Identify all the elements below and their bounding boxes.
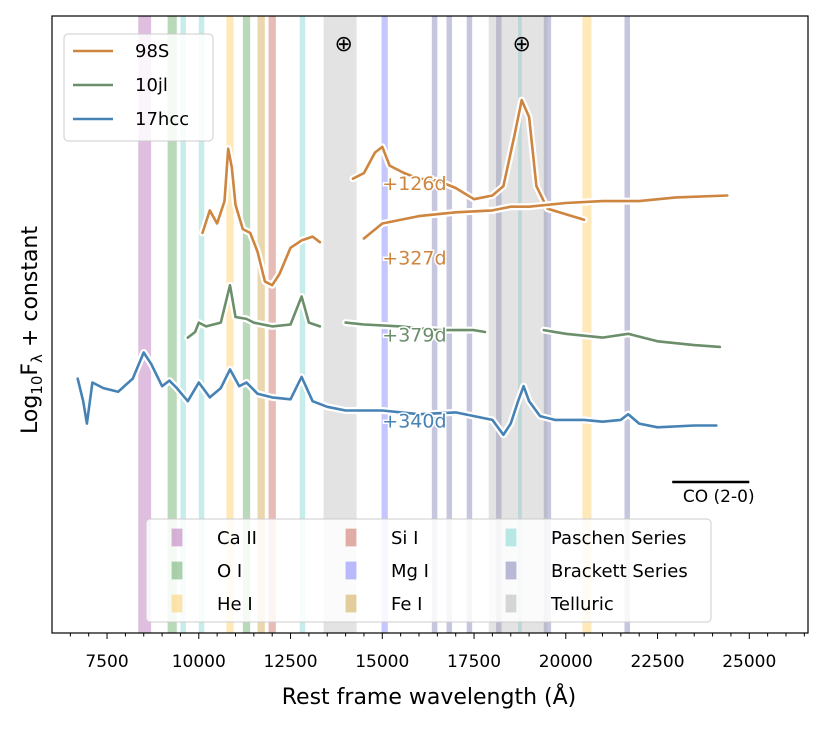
telluric-marker-0: ⊕ [335,32,353,57]
spectrum-17hcc-340d-0 [76,351,718,437]
legend-label-17hcc: 17hcc [135,109,189,130]
x-tick-label-20000: 20000 [539,652,593,672]
x-tick-label-22500: 22500 [630,652,684,672]
x-tick-label-7500: 7500 [85,652,128,672]
legend-label-ca-ii: Ca II [217,528,257,549]
spectrum-10jl-379d-2 [542,328,722,349]
legend-label-98s: 98S [135,41,169,62]
co-annotation: CO (2-0) [672,480,755,507]
x-tick-label-17500: 17500 [447,652,501,672]
x-tick-label-10000: 10000 [172,652,226,672]
series-legend-box [63,33,214,142]
series-legend: 98S 10jl 17hcc [63,33,214,142]
band-he-i-0 [226,16,234,633]
x-tick-label-12500: 12500 [263,652,317,672]
legend-swatch-telluric [505,594,517,613]
co-label: CO (2-0) [683,487,755,507]
x-axis: 7500 10000 12500 15000 17500 20000 22500 25000 [69,633,805,672]
legend-swatch-ca-ii [171,528,183,547]
legend-swatch-paschen-series [505,528,517,547]
band-legend: Ca II O I He I Si I Mg I Fe I Paschen Series Br… [145,518,712,623]
spectrum-10jl-379d-1 [344,321,487,334]
band-o-i-1 [242,16,251,633]
band-paschen-series-0 [180,16,186,633]
band-brackett-series-0 [431,16,438,633]
legend-swatch-o-i [171,561,183,580]
legend-label-mg-i: Mg I [391,561,429,582]
legend-label-si-i: Si I [391,528,418,549]
band-brackett-series-2 [466,16,473,633]
legend-swatch-si-i [345,528,357,547]
x-tick-label-25000: 25000 [722,652,776,672]
band-brackett-series-3 [496,16,502,633]
epoch-label-98s-327d: +327d [382,248,446,270]
legend-label-fe-i: Fe I [391,594,422,615]
band-ca-ii-0 [138,16,152,633]
spectrum-98s-327d-1 [362,194,729,240]
spectrum-98s-327d-0 [201,147,322,287]
epoch-label-98s-126d: +126d [382,173,446,195]
plot-frame [51,15,809,634]
y-axis-label: Log10Fλ + constant [18,226,46,434]
band-legend-box [145,518,712,623]
x-tick-label-15000: 15000 [355,652,409,672]
band-brackett-series-1 [446,16,453,633]
band-paschen-series-2 [299,16,306,633]
legend-swatch-fe-i [345,594,357,613]
telluric-marker-1: ⊕ [513,32,531,57]
spectrum-10jl-379d-0 [186,283,322,339]
legend-swatch-he-i [171,594,183,613]
epoch-label-10jl-379d: +379d [382,324,446,346]
spectrum-98s-126d-0 [351,98,586,222]
band-o-i-0 [167,16,177,633]
legend-label-o-i: O I [217,561,242,582]
legend-label-10jl: 10jl [135,75,168,96]
legend-swatch-brackett-series [505,561,517,580]
legend-label-telluric: Telluric [550,594,614,615]
band-paschen-series-3 [518,16,522,633]
telluric-markers: ⊕ ⊕ [335,32,531,57]
legend-label-he-i: He I [217,594,253,615]
epoch-label-17hcc-340d: +340d [382,410,446,432]
band-brackett-series-5 [624,16,631,633]
legend-swatch-mg-i [345,561,357,580]
legend-label-paschen-series: Paschen Series [551,528,686,549]
spectra [74,96,731,439]
x-axis-label: Rest frame wavelength (Å) [282,683,577,710]
band-he-i-1 [582,16,592,633]
band-brackett-series-4 [543,16,552,633]
legend-label-brackett-series: Brackett Series [551,561,688,582]
epoch-labels: +126d +327d +379d +340d [381,171,448,433]
